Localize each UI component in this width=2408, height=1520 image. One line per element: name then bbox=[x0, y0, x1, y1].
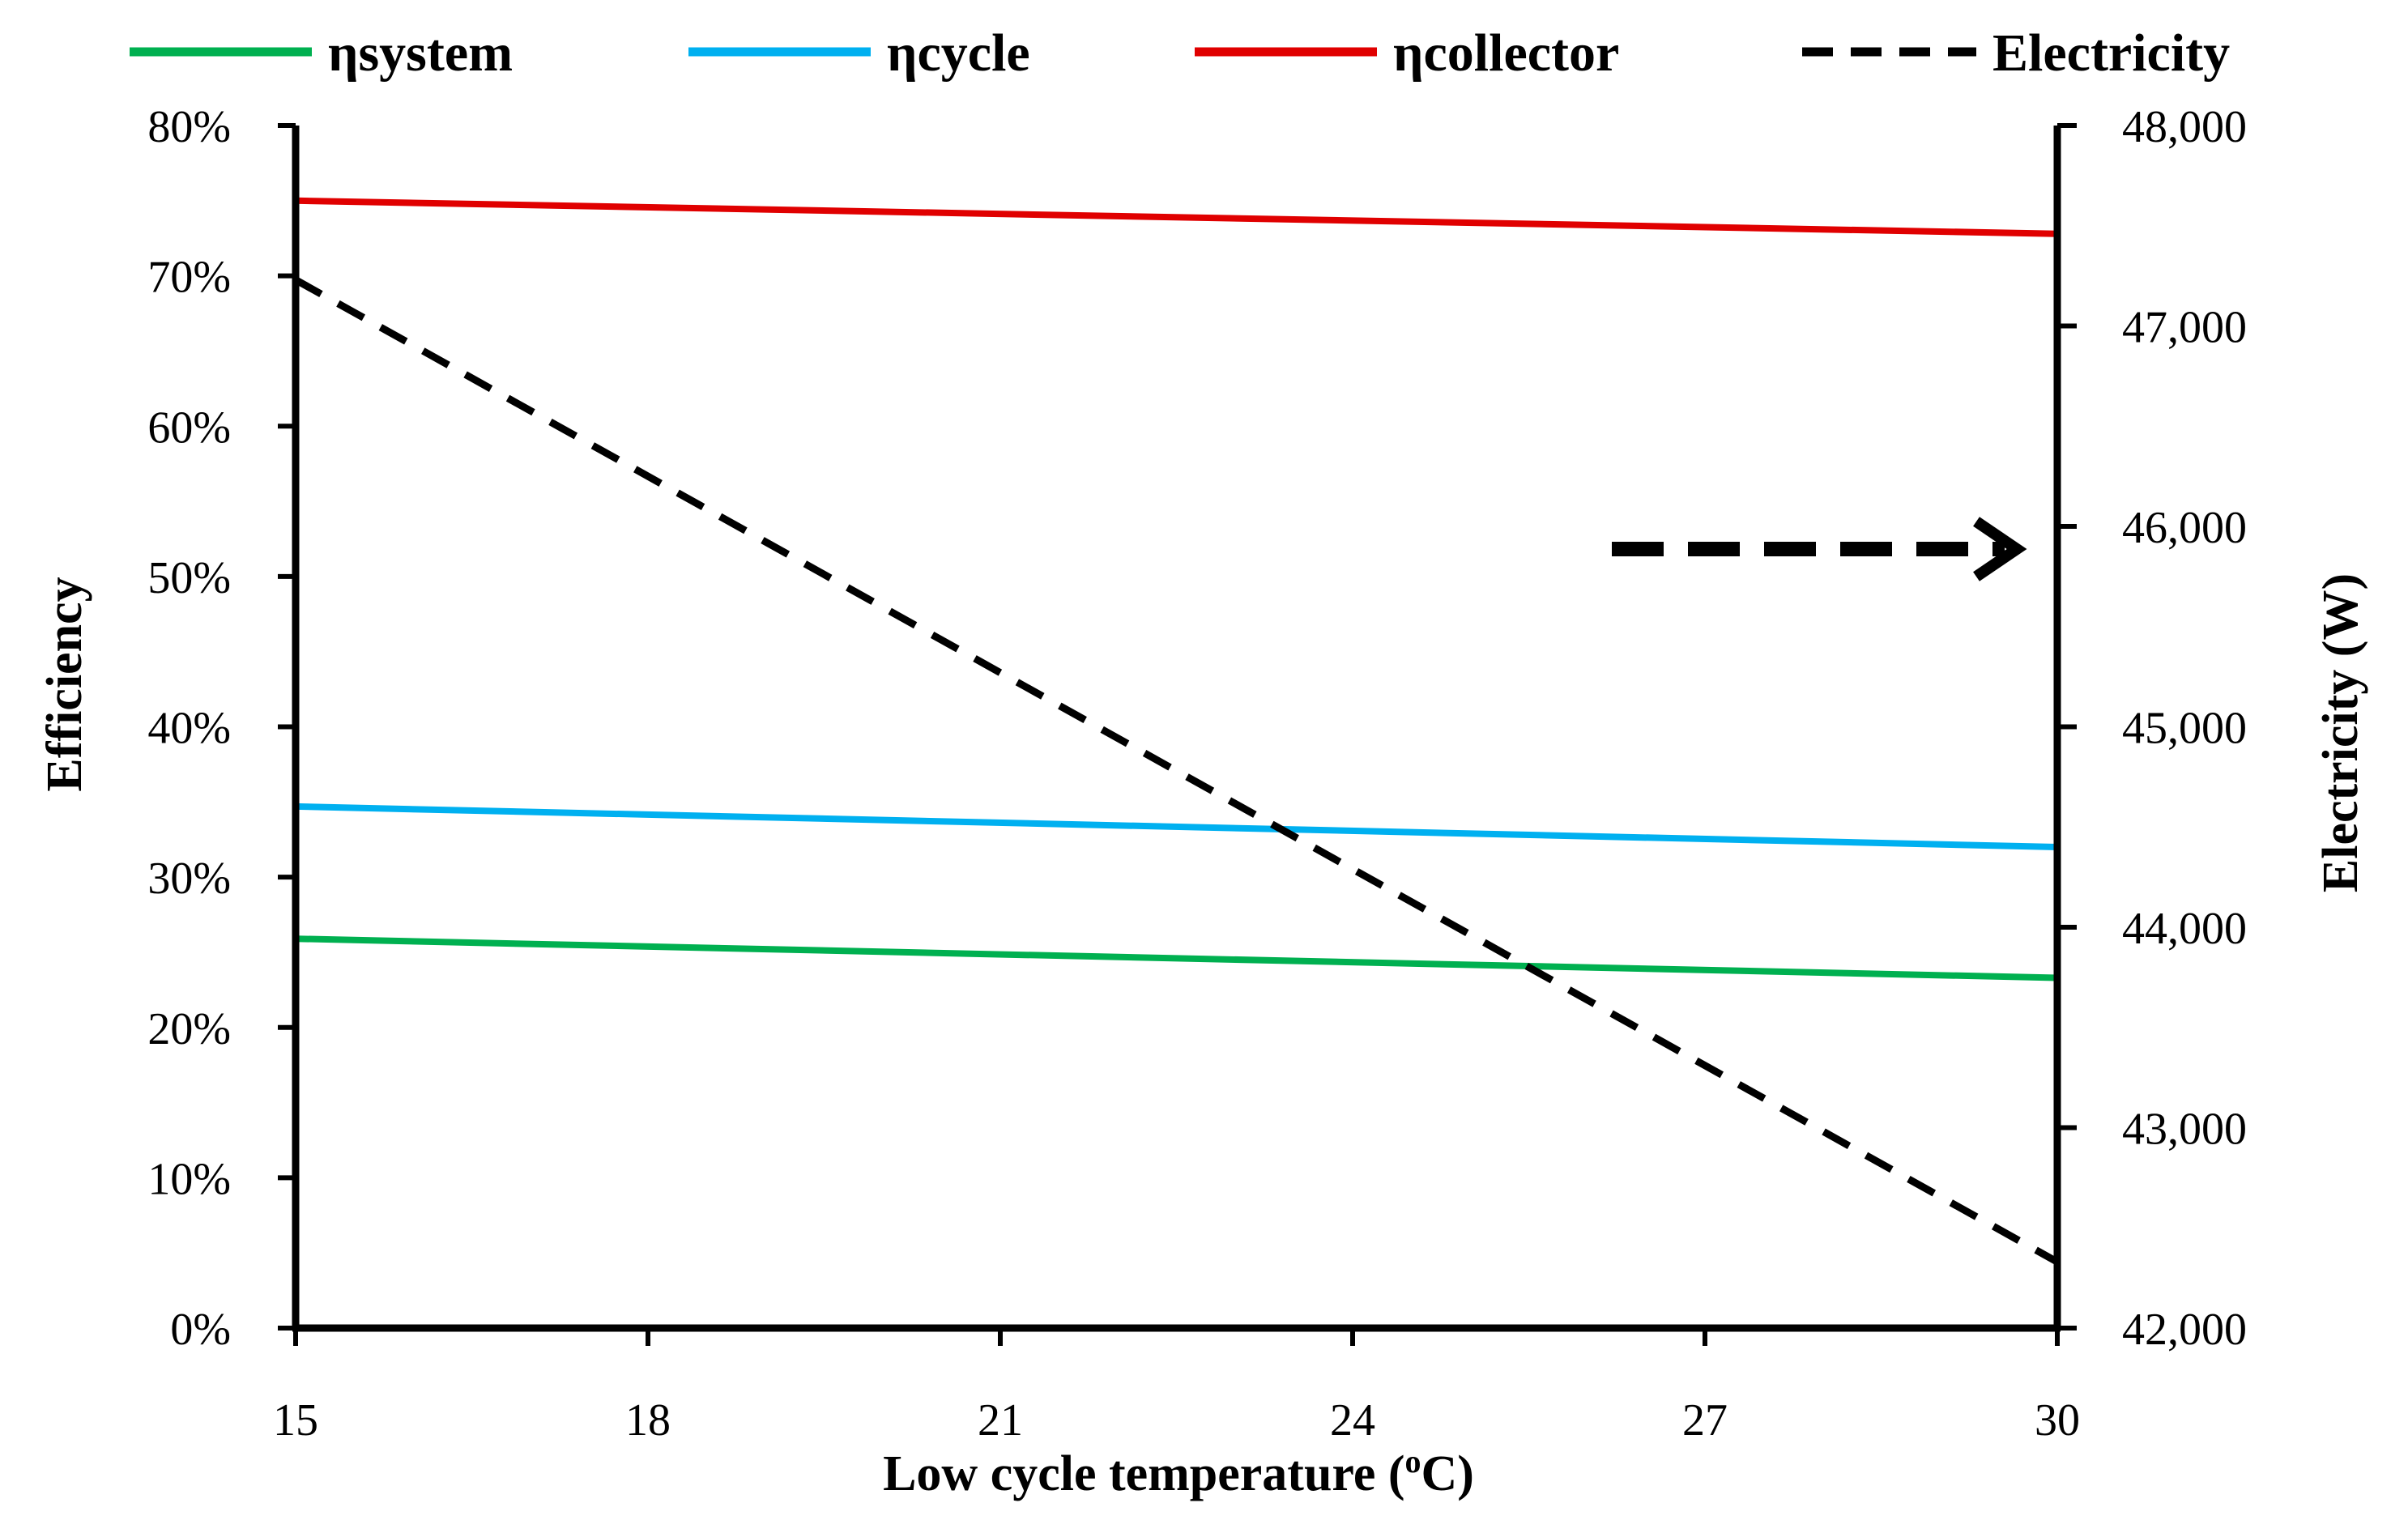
y-axis-title: Efficiency bbox=[37, 577, 92, 791]
y-tick-label: 40% bbox=[147, 704, 231, 754]
x-axis-title-main: Low cycle temperature ( bbox=[883, 1446, 1404, 1501]
x-tick-label: 15 bbox=[273, 1395, 318, 1445]
legend-label-electricity: Electricity bbox=[1992, 23, 2230, 83]
y2-axis-title: Electricity (W) bbox=[2313, 573, 2368, 892]
legend-label-eta-collector: ηcollector bbox=[1393, 23, 1619, 83]
x-axis-title: Low cycle temperature (oC) bbox=[883, 1443, 1474, 1501]
legend-label-eta-system: ηsystem bbox=[328, 23, 513, 83]
series-line-eta-collector bbox=[295, 197, 2058, 237]
annotation-arrow-head bbox=[1973, 517, 2027, 581]
y-tick-label: 30% bbox=[147, 854, 231, 904]
y2-tick-label: 43,000 bbox=[2122, 1105, 2247, 1155]
y2-tick-label: 45,000 bbox=[2122, 704, 2247, 754]
legend-label-eta-cycle: ηcycle bbox=[887, 23, 1030, 83]
series-line-electricity bbox=[293, 276, 2060, 1266]
y2-tick-label: 44,000 bbox=[2122, 904, 2247, 954]
y2-tick-label: 46,000 bbox=[2122, 503, 2247, 553]
legend: ηsystem ηcycle ηcollector Electricity bbox=[130, 23, 2230, 83]
x-tick-label: 27 bbox=[1682, 1395, 1728, 1445]
annotation-layer bbox=[1612, 517, 2027, 581]
x-axis-title-suffix: C) bbox=[1421, 1446, 1474, 1501]
y-tick-label: 10% bbox=[147, 1154, 231, 1204]
y-tick-label: 80% bbox=[147, 102, 231, 152]
x-axis-title-superscript: o bbox=[1405, 1443, 1421, 1480]
label-layer: Low cycle temperature (oC) Efficiency El… bbox=[37, 573, 2368, 1501]
series-layer bbox=[293, 197, 2060, 1266]
y-tick-label: 20% bbox=[147, 1004, 231, 1054]
y2-tick-label: 47,000 bbox=[2122, 303, 2247, 353]
y-tick-label: 0% bbox=[170, 1305, 231, 1355]
x-tick-label: 24 bbox=[1330, 1395, 1375, 1445]
x-tick-label: 21 bbox=[978, 1395, 1023, 1445]
series-line-eta-system bbox=[295, 935, 2058, 981]
axes-layer: 0% 10% 20% 30% 40% 50% 60% 70% 80% 42,000 43,000 44… bbox=[147, 102, 2247, 1445]
y-tick-label: 70% bbox=[147, 253, 231, 303]
y-tick-label: 60% bbox=[147, 402, 231, 453]
series-line-eta-cycle bbox=[295, 803, 2058, 850]
x-tick-label: 30 bbox=[2035, 1395, 2080, 1445]
y2-tick-label: 42,000 bbox=[2122, 1305, 2247, 1355]
y2-tick-label: 48,000 bbox=[2122, 102, 2247, 152]
x-tick-label: 18 bbox=[625, 1395, 671, 1445]
y-tick-label: 50% bbox=[147, 553, 231, 603]
